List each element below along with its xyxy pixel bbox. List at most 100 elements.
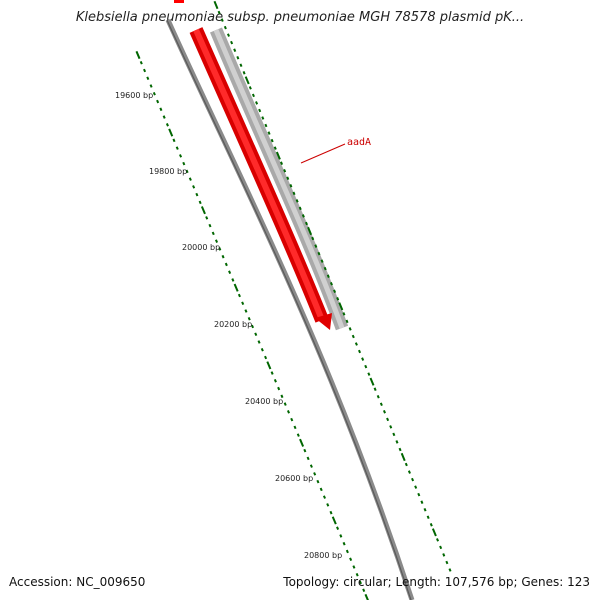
- outer-tick: [382, 410, 386, 414]
- inner-tick: [237, 293, 241, 298]
- inner-tick: [135, 50, 141, 60]
- outer-tick: [289, 184, 293, 188]
- accession-label: Accession: NC_009650: [9, 575, 146, 589]
- outer-tick: [329, 281, 333, 286]
- outer-tick: [361, 357, 365, 361]
- inner-tick: [293, 425, 297, 430]
- outer-tick: [414, 485, 418, 489]
- inner-tick: [233, 283, 239, 292]
- ruler-tick-label: 20200 bp: [214, 320, 252, 329]
- inner-tick: [290, 417, 294, 422]
- inner-tick: [306, 456, 310, 461]
- outer-tick: [431, 528, 437, 537]
- outer-tick: [239, 63, 243, 68]
- gene-aadA[interactable]: [189, 27, 332, 330]
- inner-tick: [254, 332, 258, 337]
- inner-tick: [250, 324, 255, 329]
- outer-tick: [270, 138, 274, 143]
- inner-tick: [231, 278, 235, 282]
- inner-tick: [309, 464, 313, 468]
- inner-tick: [185, 169, 189, 174]
- inner-tick: [241, 301, 245, 305]
- outer-tick: [420, 500, 424, 504]
- outer-tick: [244, 76, 250, 85]
- outer-tick: [358, 349, 362, 354]
- outer-tick: [314, 244, 318, 248]
- outer-tick: [411, 477, 415, 482]
- outer-tick: [233, 48, 237, 52]
- inner-tick: [215, 239, 219, 243]
- inner-tick: [156, 99, 160, 104]
- inner-tick: [224, 262, 228, 267]
- outer-tick: [320, 259, 324, 263]
- inner-tick: [270, 371, 274, 375]
- outer-tick: [379, 402, 383, 407]
- outer-tick: [307, 226, 313, 236]
- outer-tick: [273, 146, 277, 150]
- inner-tick: [205, 216, 209, 220]
- inner-tick: [179, 154, 183, 158]
- inner-tick: [352, 565, 356, 569]
- outer-tick: [364, 364, 368, 369]
- inner-tick: [146, 76, 150, 81]
- ruler-tick-label: 20000 bp: [182, 243, 220, 252]
- inner-tick: [329, 510, 333, 515]
- inner-tick: [358, 580, 362, 585]
- outer-tick: [392, 432, 396, 437]
- outer-tick: [442, 553, 446, 557]
- outer-tick: [236, 55, 240, 60]
- inner-tick: [316, 479, 320, 484]
- outer-tick: [336, 297, 340, 301]
- ruler-tick-label: 20800 bp: [304, 551, 342, 560]
- inner-tick: [273, 379, 277, 383]
- inner-tick: [221, 254, 225, 259]
- outer-tick: [292, 191, 296, 196]
- outer-tick: [283, 168, 287, 173]
- outer-tick: [345, 319, 349, 324]
- inner-tick: [200, 206, 206, 215]
- inner-tick: [175, 146, 179, 150]
- inner-tick: [364, 593, 369, 600]
- outer-tick: [317, 251, 321, 256]
- inner-tick: [143, 68, 147, 73]
- outer-tick: [301, 214, 305, 218]
- inner-tick: [331, 516, 337, 525]
- inner-tick: [195, 192, 199, 197]
- inner-tick: [313, 472, 317, 476]
- inner-tick: [168, 128, 174, 137]
- outer-tick: [429, 523, 433, 527]
- outer-tick: [226, 33, 230, 37]
- inner-tick: [319, 487, 323, 492]
- ruler-tick-label: 20600 bp: [275, 474, 313, 483]
- map-title: Klebsiella pneumoniae subsp. pneumoniae …: [75, 10, 525, 25]
- inner-tick: [264, 355, 268, 360]
- outer-tick: [386, 417, 390, 422]
- outer-tick: [295, 199, 299, 203]
- outer-tick: [417, 492, 421, 497]
- outer-tick: [354, 342, 358, 346]
- gene-label-leader: [300, 143, 346, 164]
- outer-tick: [217, 10, 221, 15]
- outer-tick: [333, 289, 337, 294]
- outer-tick: [342, 312, 346, 316]
- outer-tick: [220, 18, 224, 22]
- outer-tick: [298, 206, 302, 211]
- plasmid-backbone: [165, 18, 415, 600]
- outer-tick: [326, 274, 330, 278]
- inner-tick: [182, 161, 186, 166]
- outer-tick: [304, 221, 308, 226]
- outer-tick: [395, 440, 399, 444]
- outer-tick: [398, 447, 402, 452]
- outer-tick: [223, 25, 227, 30]
- inner-tick: [208, 223, 212, 228]
- inner-tick: [362, 588, 366, 593]
- inner-tick: [165, 123, 169, 127]
- inner-tick: [280, 394, 284, 399]
- ruler-tick-label: 19600 bp: [115, 91, 153, 100]
- outer-tick: [248, 86, 252, 90]
- inner-tick: [139, 60, 143, 65]
- outer-tick: [373, 387, 377, 391]
- inner-tick: [244, 309, 248, 313]
- inner-tick: [336, 526, 340, 530]
